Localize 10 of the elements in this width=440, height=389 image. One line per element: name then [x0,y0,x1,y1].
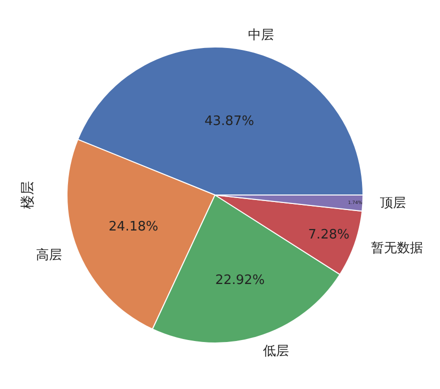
slice-label: 高层 [36,247,62,263]
slice-label: 中层 [248,28,274,43]
data-label: 22.92% [215,273,265,288]
slice-label: 暂无数据 [371,241,423,256]
slice-label: 顶层 [380,196,406,211]
text: 楼层 [20,181,36,209]
data-label: 24.18% [108,220,158,235]
data-label: 43.87% [204,114,254,130]
data-label: 7.28% [308,228,350,243]
slice-label: 低层 [263,344,289,359]
